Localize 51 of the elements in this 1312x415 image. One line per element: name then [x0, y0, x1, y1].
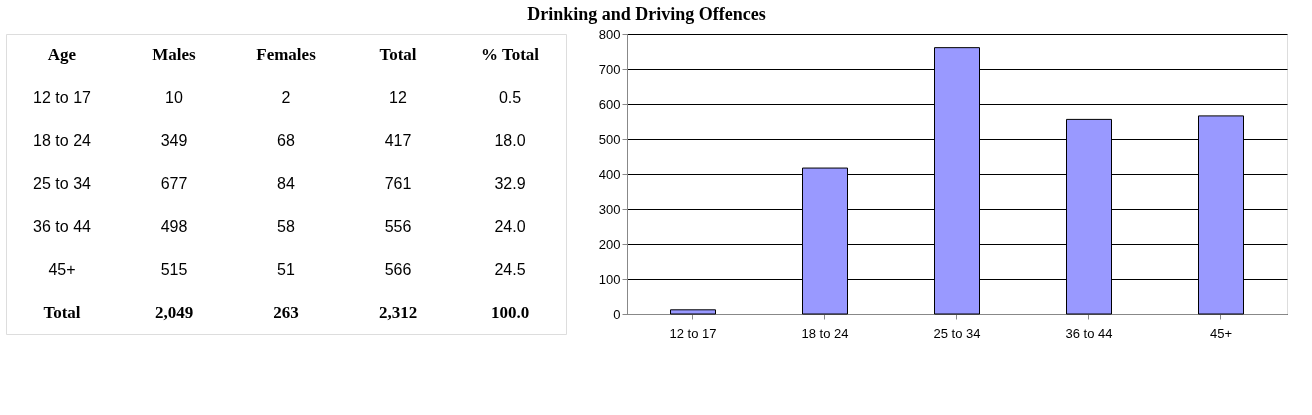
text: 2,049 — [154, 302, 194, 322]
text: 58 — [277, 217, 295, 235]
text: 0.5 — [498, 89, 522, 107]
y-tick-label: 600 — [598, 96, 621, 112]
text: Age — [47, 45, 77, 65]
text: 25 to 34 — [33, 175, 92, 192]
x-tick-label: 18 to 24 — [801, 325, 849, 341]
text: 36 to 44 — [33, 217, 92, 235]
text: 2 — [281, 89, 291, 107]
y-tick-label: 0 — [613, 306, 621, 322]
x-tick-label: 25 to 34 — [933, 325, 981, 341]
text: Drinking and Driving Offences — [527, 3, 766, 24]
text: 10 — [165, 89, 183, 107]
text: 263 — [273, 302, 299, 322]
x-tick-label: 36 to 44 — [1065, 325, 1113, 341]
text: 12 to 17 — [33, 89, 92, 107]
bar — [670, 309, 716, 315]
text: 32.9 — [494, 175, 526, 192]
text: 417 — [384, 132, 412, 150]
text: 45+ — [48, 260, 76, 278]
y-tick-label: 200 — [598, 236, 621, 252]
text: 556 — [384, 217, 412, 235]
text: 677 — [160, 175, 188, 192]
text: 24.0 — [494, 217, 526, 235]
text: 24.5 — [494, 260, 526, 278]
y-tick-label: 100 — [598, 271, 621, 287]
text: 349 — [160, 132, 188, 150]
text: 18 to 24 — [33, 132, 92, 150]
text: 2,312 — [378, 302, 418, 322]
text: 100.0 — [490, 302, 530, 322]
text: 566 — [384, 260, 412, 278]
text: Males — [152, 45, 197, 65]
text: 761 — [384, 175, 412, 192]
text: 51 — [277, 260, 295, 278]
y-tick-label: 700 — [598, 61, 621, 77]
text: % Total — [480, 45, 540, 65]
x-tick-label: 45+ — [1209, 325, 1233, 341]
text: 498 — [160, 217, 188, 235]
x-tick-label: 12 to 17 — [669, 325, 717, 341]
text: Total — [43, 302, 81, 322]
text: 84 — [277, 175, 295, 192]
y-tick-label: 400 — [598, 166, 621, 182]
text: 515 — [160, 260, 188, 278]
text: 12 — [389, 89, 407, 107]
text: 68 — [277, 132, 295, 150]
y-tick-label: 300 — [598, 201, 621, 217]
y-tick-label: 500 — [598, 131, 621, 147]
text: 18.0 — [494, 132, 526, 150]
text: Females — [256, 45, 317, 65]
y-tick-label: 800 — [598, 26, 621, 42]
text: Total — [379, 45, 417, 65]
